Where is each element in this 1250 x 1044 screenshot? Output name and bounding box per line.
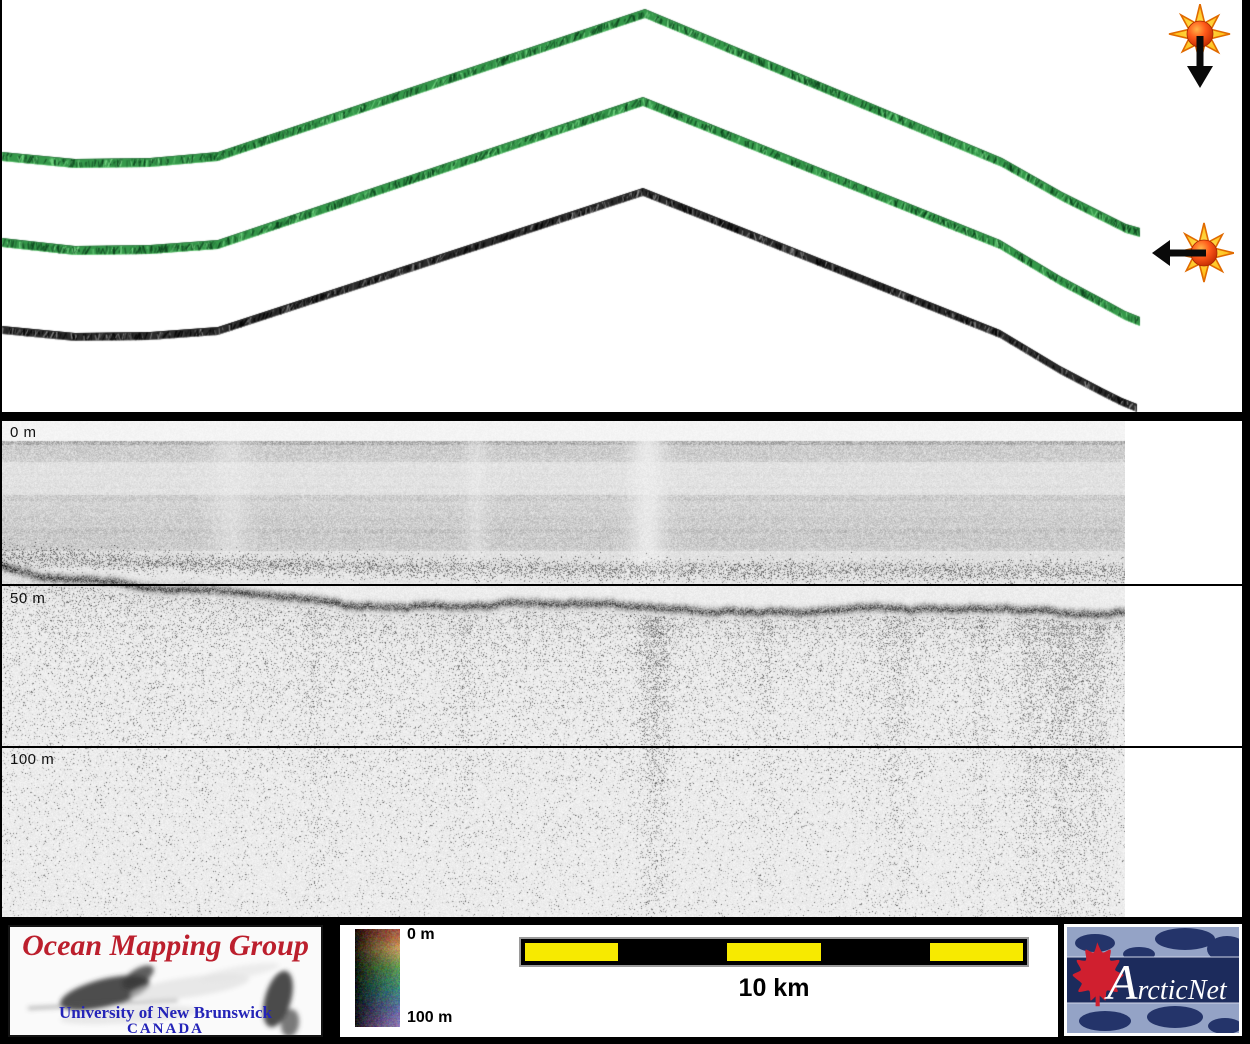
panel-divider (0, 412, 1250, 421)
omg-title: Ocean Mapping Group (22, 929, 309, 962)
omg-university: University of New Brunswick (59, 1003, 272, 1022)
depth-label-50m: 50 m (10, 590, 46, 607)
depth-label-0m: 0 m (10, 424, 37, 441)
ocean-mapping-group-logo: Ocean Mapping Group University of New Br… (8, 925, 323, 1037)
arrow-down (1187, 36, 1213, 88)
echogram-canvas (2, 421, 1125, 917)
frame-border-right (1242, 0, 1250, 1044)
arcticnet-logo: ArcticNet (1064, 924, 1242, 1036)
colorbar-label-bottom: 100 m (407, 1009, 453, 1026)
omg-country: CANADA (127, 1021, 204, 1037)
sonar-texture-art (27, 962, 300, 1035)
starburst (1168, 4, 1231, 64)
arrow-left (1152, 240, 1206, 266)
frame-border-left (0, 0, 2, 1044)
footer-strip: Ocean Mapping Group University of New Br… (0, 917, 1250, 1044)
scale-segment (727, 943, 821, 961)
arcticnet-logo-art: ArcticNet (1067, 927, 1239, 1033)
sun-illumination-down-icon (1168, 4, 1231, 88)
scale-segment (525, 943, 618, 961)
colorbar-label-top: 0 m (407, 926, 435, 943)
scale-segment (930, 943, 1023, 961)
depth-gridline-100m (0, 746, 1242, 748)
arctic-map-art (1067, 927, 1239, 1033)
maple-leaf-icon (1072, 942, 1124, 1007)
scale-bar-label: 10 km (738, 974, 810, 1002)
depth-colorbar (355, 929, 400, 1027)
distance-scale-bar (519, 937, 1029, 967)
depth-label-100m: 100 m (10, 751, 55, 768)
swath-bathymetry-canvas (0, 0, 1243, 412)
arcticnet-wordmark: ArcticNet (1107, 954, 1227, 1010)
sun-illumination-left-icon (1152, 222, 1234, 283)
depth-gridline-50m (0, 584, 1242, 586)
